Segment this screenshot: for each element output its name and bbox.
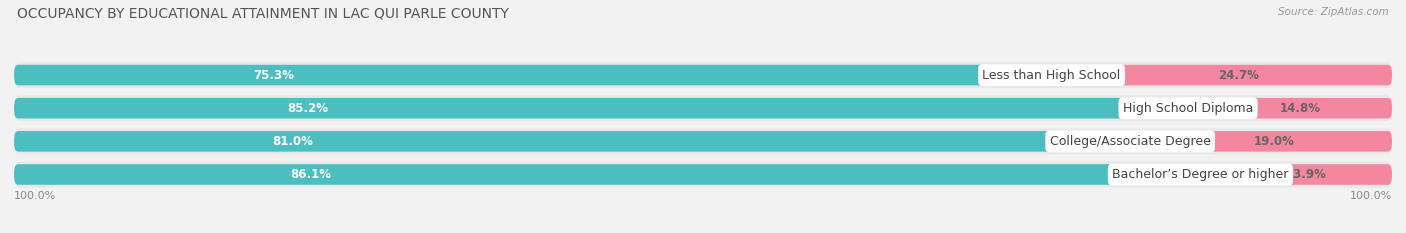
FancyBboxPatch shape xyxy=(14,161,1392,187)
Text: 19.0%: 19.0% xyxy=(1254,135,1295,148)
FancyBboxPatch shape xyxy=(1201,164,1392,185)
Text: 100.0%: 100.0% xyxy=(1350,191,1392,201)
FancyBboxPatch shape xyxy=(14,95,1392,121)
Text: College/Associate Degree: College/Associate Degree xyxy=(1050,135,1211,148)
FancyBboxPatch shape xyxy=(14,65,1052,85)
FancyBboxPatch shape xyxy=(14,164,1201,185)
Text: 81.0%: 81.0% xyxy=(273,135,314,148)
Text: 14.8%: 14.8% xyxy=(1279,102,1320,115)
Text: 85.2%: 85.2% xyxy=(287,102,328,115)
Text: Source: ZipAtlas.com: Source: ZipAtlas.com xyxy=(1278,7,1389,17)
Text: Bachelor’s Degree or higher: Bachelor’s Degree or higher xyxy=(1112,168,1289,181)
FancyBboxPatch shape xyxy=(1130,131,1392,152)
FancyBboxPatch shape xyxy=(1188,98,1392,119)
Text: 100.0%: 100.0% xyxy=(14,191,56,201)
Text: OCCUPANCY BY EDUCATIONAL ATTAINMENT IN LAC QUI PARLE COUNTY: OCCUPANCY BY EDUCATIONAL ATTAINMENT IN L… xyxy=(17,7,509,21)
Text: Less than High School: Less than High School xyxy=(983,69,1121,82)
FancyBboxPatch shape xyxy=(14,62,1392,88)
FancyBboxPatch shape xyxy=(14,98,1188,119)
Text: 75.3%: 75.3% xyxy=(253,69,294,82)
Text: High School Diploma: High School Diploma xyxy=(1123,102,1253,115)
FancyBboxPatch shape xyxy=(1052,65,1392,85)
Text: 13.9%: 13.9% xyxy=(1285,168,1326,181)
Text: 24.7%: 24.7% xyxy=(1219,69,1260,82)
FancyBboxPatch shape xyxy=(14,131,1130,152)
Text: 86.1%: 86.1% xyxy=(290,168,332,181)
FancyBboxPatch shape xyxy=(14,128,1392,154)
